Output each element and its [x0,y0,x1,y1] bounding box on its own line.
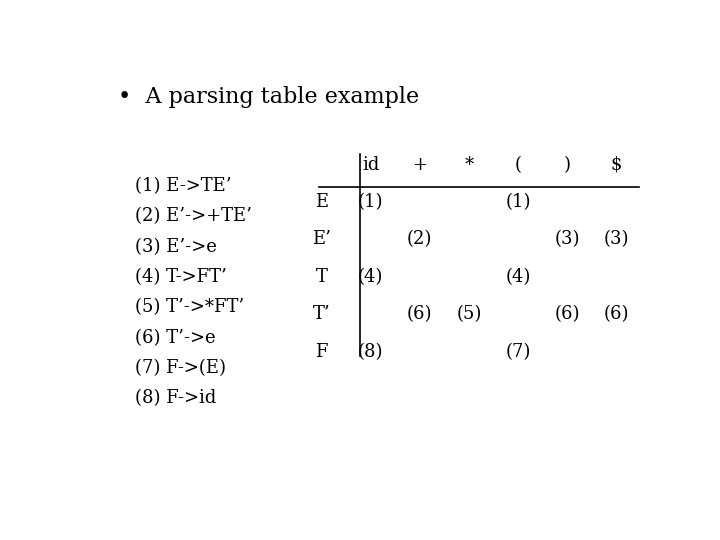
Text: (2) E’->+TE’: (2) E’->+TE’ [135,207,252,225]
Text: F: F [315,343,328,361]
Text: (3) E’->e: (3) E’->e [135,238,217,256]
Text: (4): (4) [505,268,531,286]
Text: *: * [464,156,474,173]
Text: ): ) [564,156,570,173]
Text: (5): (5) [456,305,482,323]
Text: (2): (2) [407,231,433,248]
Text: T’: T’ [312,305,330,323]
Text: (7) F->(E): (7) F->(E) [135,359,225,377]
Text: (1) E->TE’: (1) E->TE’ [135,177,231,195]
Text: (4) T->FT’: (4) T->FT’ [135,268,227,286]
Text: (3): (3) [554,231,580,248]
Text: T: T [315,268,328,286]
Text: +: + [413,156,427,173]
Text: (4): (4) [358,268,383,286]
Text: (1): (1) [505,193,531,211]
Text: (3): (3) [603,231,629,248]
Text: id: id [362,156,379,173]
Text: $: $ [611,156,622,173]
Text: (7): (7) [505,343,531,361]
Text: E: E [315,193,328,211]
Text: (6): (6) [603,305,629,323]
Text: (6) T’->e: (6) T’->e [135,329,215,347]
Text: •  A parsing table example: • A parsing table example [118,85,419,107]
Text: (: ( [515,156,521,173]
Text: (6): (6) [554,305,580,323]
Text: E’: E’ [312,231,331,248]
Text: (8) F->id: (8) F->id [135,389,216,408]
Text: (1): (1) [358,193,384,211]
Text: (8): (8) [358,343,384,361]
Text: (5) T’->*FT’: (5) T’->*FT’ [135,299,244,316]
Text: (6): (6) [407,305,433,323]
